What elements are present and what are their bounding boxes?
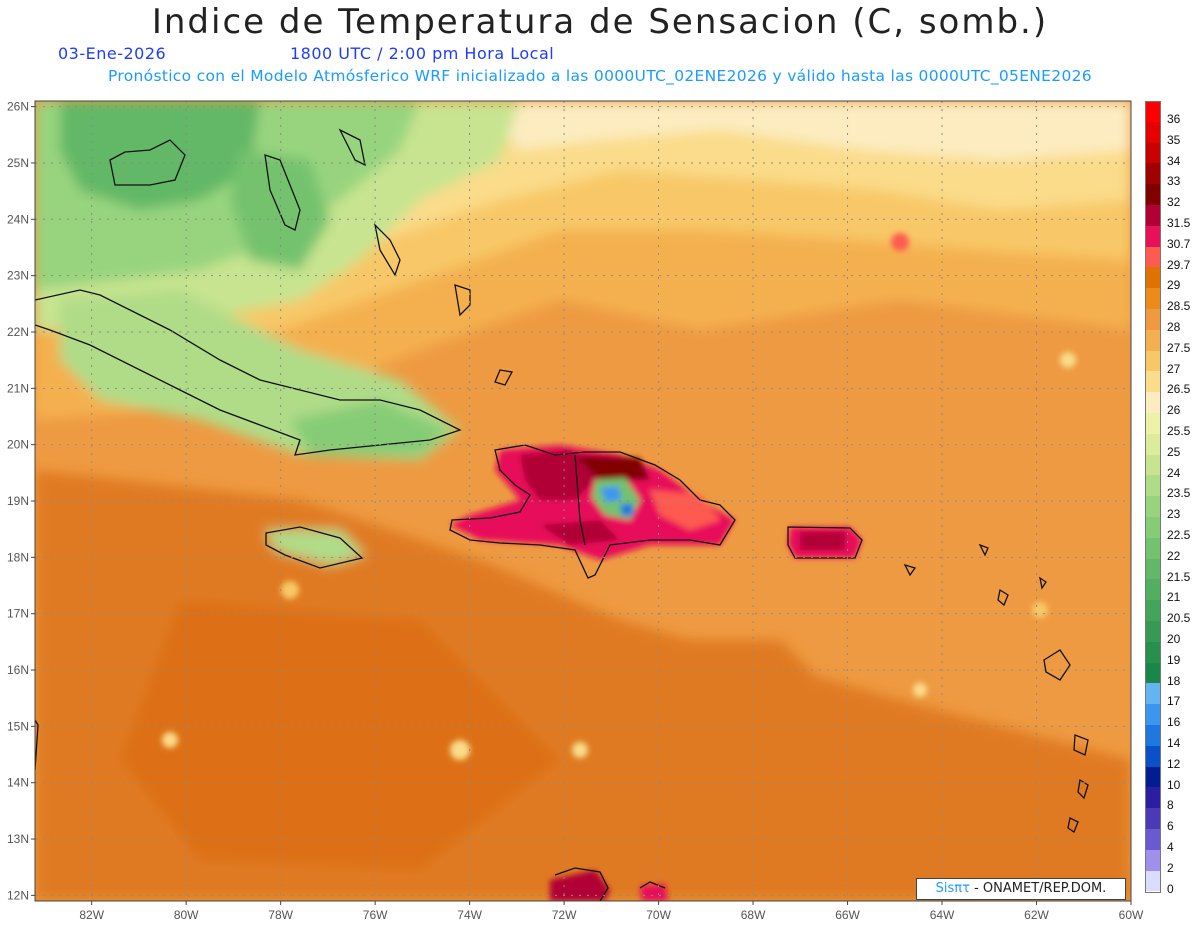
legend-label: 14 — [1167, 736, 1181, 750]
legend-label: 34 — [1167, 153, 1181, 168]
legend-label: 21 — [1167, 590, 1181, 605]
lat-tick-label: 24N — [7, 212, 29, 226]
legend-label: 19 — [1167, 652, 1181, 667]
lon-tick-label: 74W — [457, 908, 482, 922]
legend-label: 0 — [1167, 881, 1174, 896]
temperature-field — [35, 101, 1131, 901]
lon-tick-label: 64W — [930, 908, 955, 922]
legend-label: 4 — [1167, 840, 1174, 854]
lon-tick-label: 76W — [363, 908, 388, 922]
legend-label: 24 — [1167, 465, 1181, 480]
legend-label: 21.5 — [1167, 569, 1191, 584]
lat-tick-label: 25N — [7, 156, 29, 170]
lon-tick-label: 78W — [268, 908, 293, 922]
legend-label: 18 — [1167, 673, 1181, 688]
legend-label: 29.7 — [1167, 257, 1191, 272]
lat-tick-label: 23N — [7, 269, 29, 283]
legend-label: 27 — [1167, 361, 1181, 376]
lon-tick-label: 70W — [646, 908, 671, 922]
legend-label: 6 — [1167, 819, 1174, 834]
legend-label: 36 — [1167, 112, 1181, 126]
legend-label: 22.5 — [1167, 528, 1191, 542]
graticule — [35, 101, 1131, 901]
legend-label: 20 — [1167, 632, 1181, 646]
legend-label: 30.7 — [1167, 236, 1191, 251]
lat-tick-label: 20N — [7, 438, 29, 452]
legend-label: 2 — [1167, 860, 1174, 875]
legend-label: 27.5 — [1167, 340, 1191, 355]
lon-tick-label: 82W — [79, 908, 104, 922]
lon-tick-label: 80W — [174, 908, 199, 922]
legend-label: 32 — [1167, 195, 1181, 210]
legend-label: 28.5 — [1167, 299, 1191, 314]
legend-label: 35 — [1167, 132, 1181, 147]
legend-label: 25.5 — [1167, 424, 1191, 438]
lat-tick-label: 12N — [7, 888, 29, 902]
legend-label: 25 — [1167, 444, 1181, 459]
legend-label: 29 — [1167, 278, 1181, 293]
lat-tick-label: 21N — [7, 381, 29, 395]
coastlines — [35, 128, 1089, 901]
legend-frame — [1145, 101, 1161, 894]
lon-tick-label: 72W — [552, 908, 577, 922]
credit-org: - ONAMET/REP.DOM. — [974, 881, 1107, 896]
forecast-date: 03-Ene-2026 — [58, 44, 167, 63]
legend-label: 23 — [1167, 507, 1181, 522]
legend-label: 17 — [1167, 694, 1181, 709]
lon-tick-label: 60W — [1119, 908, 1144, 922]
credit-box: Sisπτ - ONAMET/REP.DOM. — [916, 878, 1126, 900]
lon-tick-label: 66W — [835, 908, 860, 922]
legend-label: 33 — [1167, 174, 1181, 189]
lat-tick-label: 15N — [7, 719, 29, 733]
lat-tick-label: 22N — [7, 325, 29, 339]
lat-tick-label: 16N — [7, 663, 29, 677]
forecast-note: Pronóstico con el Modelo Atmósferico WRF… — [108, 67, 1092, 85]
legend-label: 12 — [1167, 756, 1181, 771]
legend-label: 26 — [1167, 403, 1181, 418]
lat-tick-label: 13N — [7, 832, 29, 846]
legend-label: 31.5 — [1167, 216, 1191, 230]
legend-label: 10 — [1167, 777, 1181, 792]
credit-brand: Sisπτ — [935, 881, 970, 896]
lat-tick-label: 18N — [7, 550, 29, 564]
legend-label: 23.5 — [1167, 486, 1191, 501]
map-title: Indice de Temperatura de Sensacion (C, s… — [151, 2, 1049, 42]
legend-label: 8 — [1167, 798, 1174, 813]
axis-labels: 82W 80W 78W 76W 74W 72W 70W 68W 66W 64W 62W 60W 26N 2… — [7, 100, 1144, 922]
legend-label: 16 — [1167, 715, 1181, 730]
lat-tick-label: 14N — [7, 776, 29, 790]
forecast-time: 1800 UTC / 2:00 pm Hora Local — [290, 44, 555, 63]
lat-tick-label: 17N — [7, 607, 29, 621]
lat-tick-label: 26N — [7, 100, 29, 114]
lon-tick-label: 68W — [741, 908, 766, 922]
lon-tick-label: 62W — [1024, 908, 1049, 922]
legend-label: 28 — [1167, 320, 1181, 334]
lat-tick-label: 19N — [7, 494, 29, 508]
legend-label: 22 — [1167, 548, 1181, 563]
legend-label: 26.5 — [1167, 382, 1191, 397]
legend-label: 20.5 — [1167, 611, 1191, 626]
